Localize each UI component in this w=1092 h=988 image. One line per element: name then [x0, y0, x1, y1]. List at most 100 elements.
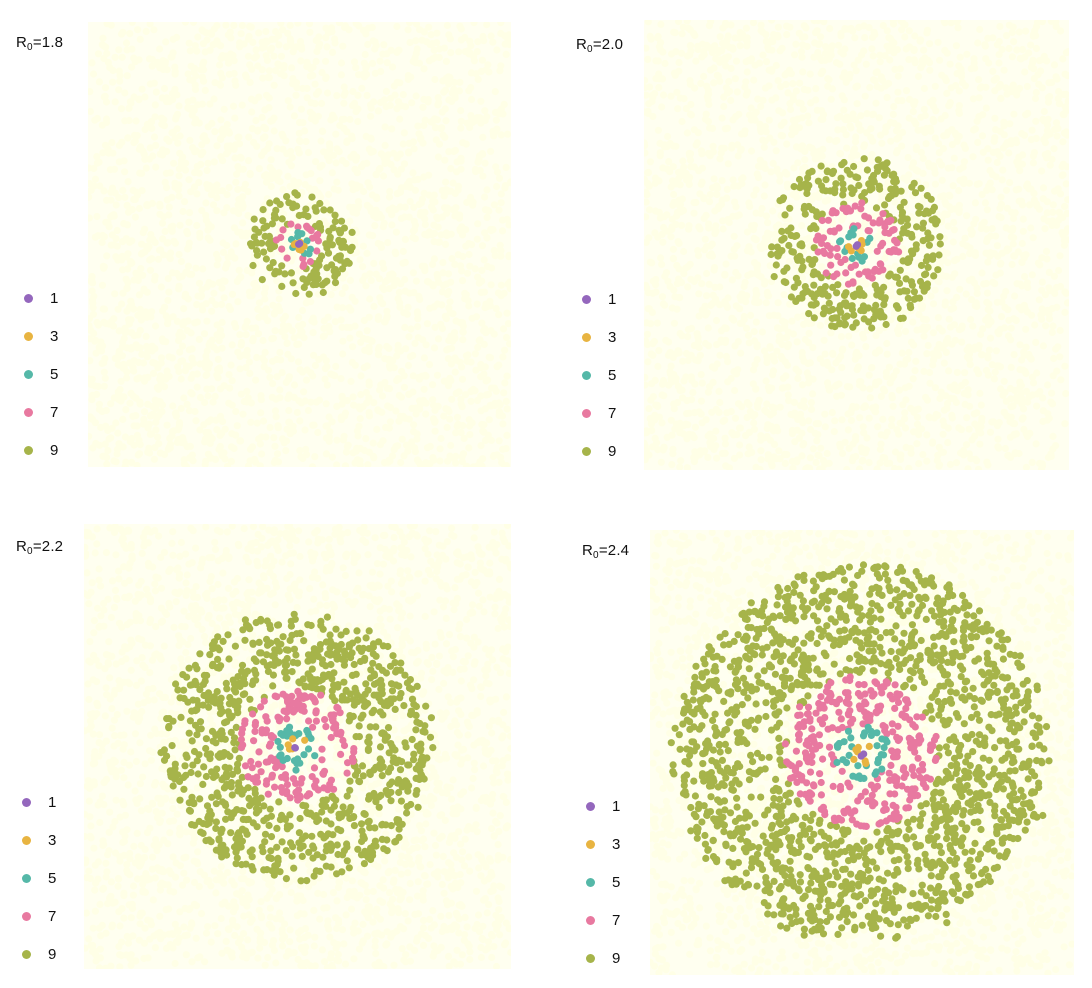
population-point [687, 163, 695, 171]
point-gen-5 [303, 237, 311, 245]
population-point [838, 346, 846, 354]
population-point [711, 283, 719, 291]
population-point [228, 341, 236, 349]
population-point [412, 37, 420, 45]
population-point [146, 449, 154, 457]
population-point [371, 222, 379, 230]
population-point [193, 47, 201, 55]
point-gen-7 [283, 254, 291, 262]
population-point [267, 156, 275, 164]
population-point [184, 245, 192, 253]
population-point [397, 458, 405, 467]
population-point [812, 458, 820, 467]
population-point [409, 269, 417, 277]
population-point [328, 115, 336, 123]
population-point [338, 323, 346, 331]
point-gen-9 [292, 289, 300, 298]
population-point [399, 91, 407, 99]
population-point [146, 22, 154, 28]
population-point [304, 148, 313, 157]
population-point [245, 133, 253, 141]
population-point [394, 375, 402, 383]
population-point [776, 177, 784, 185]
population-point [892, 149, 901, 157]
population-point [296, 446, 304, 455]
population-point [454, 420, 462, 428]
population-point [1031, 321, 1039, 329]
population-point [347, 235, 355, 243]
population-point [677, 208, 685, 216]
population-point [731, 75, 739, 83]
population-point [652, 281, 660, 289]
population-point [712, 298, 720, 306]
population-point [410, 421, 418, 429]
population-point [457, 124, 465, 132]
population-point [1007, 324, 1015, 332]
population-point [654, 446, 662, 454]
population-point [379, 300, 387, 308]
population-point [201, 48, 209, 56]
population-point [501, 40, 509, 48]
population-point [896, 65, 904, 73]
population-point [115, 391, 123, 399]
population-point [761, 181, 769, 189]
population-point [295, 149, 303, 157]
population-point [850, 61, 858, 69]
population-point [101, 141, 110, 149]
population-point [895, 465, 903, 470]
population-point [203, 317, 211, 325]
population-point [325, 413, 333, 421]
population-point [907, 449, 915, 457]
population-point [483, 22, 491, 29]
population-point [877, 440, 885, 448]
population-point [692, 57, 700, 65]
population-point [134, 26, 142, 34]
population-point [322, 434, 330, 442]
population-point [658, 260, 666, 268]
population-point [273, 373, 281, 381]
population-point [654, 362, 662, 370]
population-point [255, 299, 264, 307]
population-point [112, 419, 120, 427]
population-point [486, 354, 495, 362]
population-point [415, 292, 423, 300]
population-point [807, 399, 815, 407]
population-point [185, 209, 194, 217]
population-point [690, 453, 698, 462]
population-point [673, 88, 681, 96]
population-point [276, 178, 284, 186]
population-point [425, 361, 434, 369]
point-gen-7 [278, 245, 286, 253]
population-point [326, 328, 334, 336]
population-point [286, 430, 294, 438]
panel-r0-1-8: R0=1.8 1 3 5 7 9 [0, 0, 546, 494]
population-point [210, 186, 218, 195]
population-point [456, 78, 464, 86]
population-point [222, 150, 231, 158]
population-point [976, 25, 984, 34]
population-point [91, 116, 99, 124]
population-point [465, 444, 473, 452]
population-point [1020, 351, 1028, 359]
population-point [150, 455, 158, 463]
population-point [497, 453, 505, 461]
population-point [1043, 255, 1051, 263]
population-point [827, 329, 835, 337]
population-point [284, 394, 292, 402]
population-point [448, 395, 456, 403]
population-point [837, 333, 845, 341]
population-point [732, 57, 741, 65]
population-point [173, 269, 181, 278]
population-point [282, 378, 290, 387]
population-point [152, 88, 160, 96]
population-point [368, 337, 376, 345]
population-point [115, 141, 123, 149]
population-point [156, 200, 164, 208]
population-point [1052, 22, 1060, 30]
population-point [422, 38, 431, 46]
population-point [253, 284, 261, 292]
population-point [961, 369, 969, 377]
population-point [160, 84, 169, 93]
population-point [255, 165, 263, 173]
population-point [751, 361, 759, 369]
